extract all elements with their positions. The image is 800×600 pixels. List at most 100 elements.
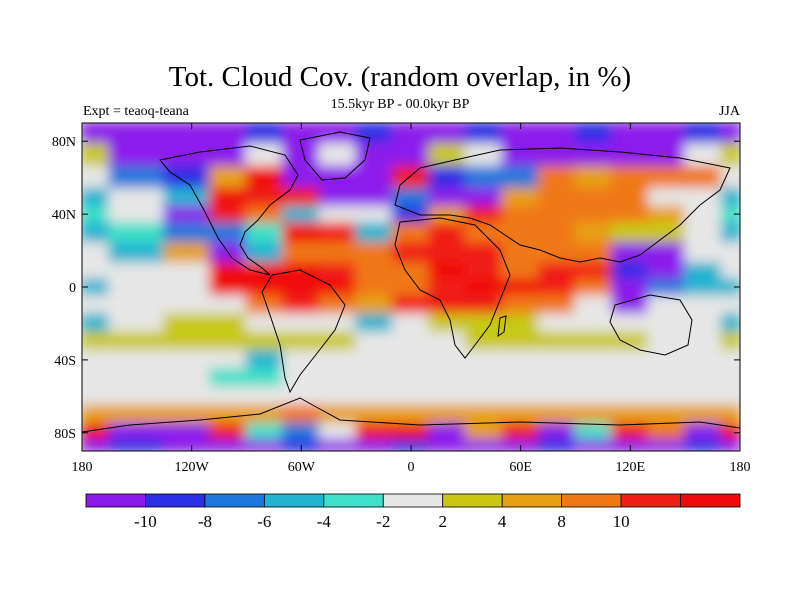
field-cell xyxy=(611,278,650,298)
field-cell xyxy=(391,331,431,352)
field-cell xyxy=(282,222,321,245)
field-cell xyxy=(501,262,540,281)
field-cell xyxy=(108,205,166,225)
field-cell xyxy=(720,165,740,190)
field-cell xyxy=(647,187,687,208)
field-cell xyxy=(464,222,504,245)
field-cell xyxy=(611,404,650,425)
map-axes: 180 120W 60W 0 60E 120E 180 80N 40N 0 40S 80S xyxy=(52,123,751,475)
field-cell xyxy=(574,422,614,442)
field-cell xyxy=(391,295,431,316)
field-cell xyxy=(611,313,650,334)
field-cell xyxy=(501,222,540,245)
field-cell xyxy=(574,142,614,168)
field-cell xyxy=(208,422,248,442)
coastline-madagascar xyxy=(497,315,507,338)
field-cell xyxy=(574,205,614,225)
colorbar-label: 4 xyxy=(498,512,507,531)
field-cell xyxy=(611,262,650,281)
field-cell xyxy=(245,123,285,145)
field-cell xyxy=(82,439,111,451)
field-cell xyxy=(647,205,687,225)
field-cell xyxy=(355,368,394,389)
field-cell xyxy=(464,368,504,389)
field-cell xyxy=(318,205,358,225)
field-cell xyxy=(611,349,650,370)
field-cell xyxy=(428,278,467,298)
coastline-north-america xyxy=(159,145,299,276)
field-cell xyxy=(684,313,723,334)
field-cell xyxy=(501,386,540,407)
field-cell xyxy=(537,295,577,316)
field-cell xyxy=(82,262,111,281)
field-cell xyxy=(684,386,723,407)
field-cell xyxy=(82,386,111,407)
field-cell xyxy=(574,187,614,208)
field-cell xyxy=(163,222,211,245)
field-cell xyxy=(574,278,614,298)
lat-tick-label: 0 xyxy=(69,281,76,296)
field-cell xyxy=(208,205,248,225)
field-cell xyxy=(647,439,687,451)
field-cell xyxy=(428,404,467,425)
field-cell xyxy=(318,187,358,208)
field-cell xyxy=(391,422,431,442)
field-cell xyxy=(245,439,285,451)
field-cell xyxy=(611,222,650,245)
field-cell xyxy=(501,349,540,370)
field-cell xyxy=(464,404,504,425)
field-cell xyxy=(428,142,467,168)
coastline-eurasia xyxy=(394,147,731,263)
field-cell xyxy=(647,278,687,298)
field-cell xyxy=(537,422,577,442)
field-cell xyxy=(82,422,111,442)
field-cell xyxy=(428,222,467,245)
field-cell xyxy=(428,295,467,316)
field-cell xyxy=(163,295,211,316)
field-cell xyxy=(720,368,740,389)
field-cell xyxy=(574,165,614,190)
field-cell xyxy=(537,349,577,370)
field-cell xyxy=(501,368,540,389)
field-cell xyxy=(318,262,358,281)
colorbar-swatch xyxy=(561,493,622,508)
field-cell xyxy=(355,349,394,370)
field-cell xyxy=(501,123,540,145)
colorbar-swatch xyxy=(501,493,563,508)
field-cell xyxy=(245,404,285,425)
lon-tick-label: 180 xyxy=(730,460,751,475)
field-cell xyxy=(574,262,614,281)
field-cell xyxy=(501,205,540,225)
field-cell xyxy=(391,386,431,407)
field-cell xyxy=(208,262,248,281)
field-cell xyxy=(537,205,577,225)
field-cell xyxy=(537,123,577,145)
lon-tick-label: 0 xyxy=(408,460,415,475)
field-cell xyxy=(647,123,687,145)
field-cell xyxy=(720,123,740,145)
field-cell xyxy=(108,404,166,425)
field-cell xyxy=(82,165,111,190)
field-cell xyxy=(245,142,285,168)
field-cell xyxy=(684,278,723,298)
field-cell xyxy=(611,386,650,407)
field-cell xyxy=(574,439,614,451)
field-cell xyxy=(163,205,211,225)
field-cell xyxy=(282,242,321,265)
field-cell xyxy=(82,313,111,334)
field-cell xyxy=(82,242,111,265)
field-cell xyxy=(82,278,111,298)
field-cell xyxy=(391,187,431,208)
field-cell xyxy=(537,331,577,352)
colorbar-swatch xyxy=(204,493,265,508)
field-cell xyxy=(428,386,467,407)
field-cell xyxy=(355,439,394,451)
colorbar-swatch xyxy=(85,493,146,508)
field-cell xyxy=(108,439,166,451)
field-cell xyxy=(163,165,211,190)
field-cell xyxy=(428,187,467,208)
field-cell xyxy=(537,278,577,298)
field-cell xyxy=(355,123,394,145)
map-title: Tot. Cloud Cov. (random overlap, in %) xyxy=(168,61,632,93)
field-cell xyxy=(282,295,321,316)
